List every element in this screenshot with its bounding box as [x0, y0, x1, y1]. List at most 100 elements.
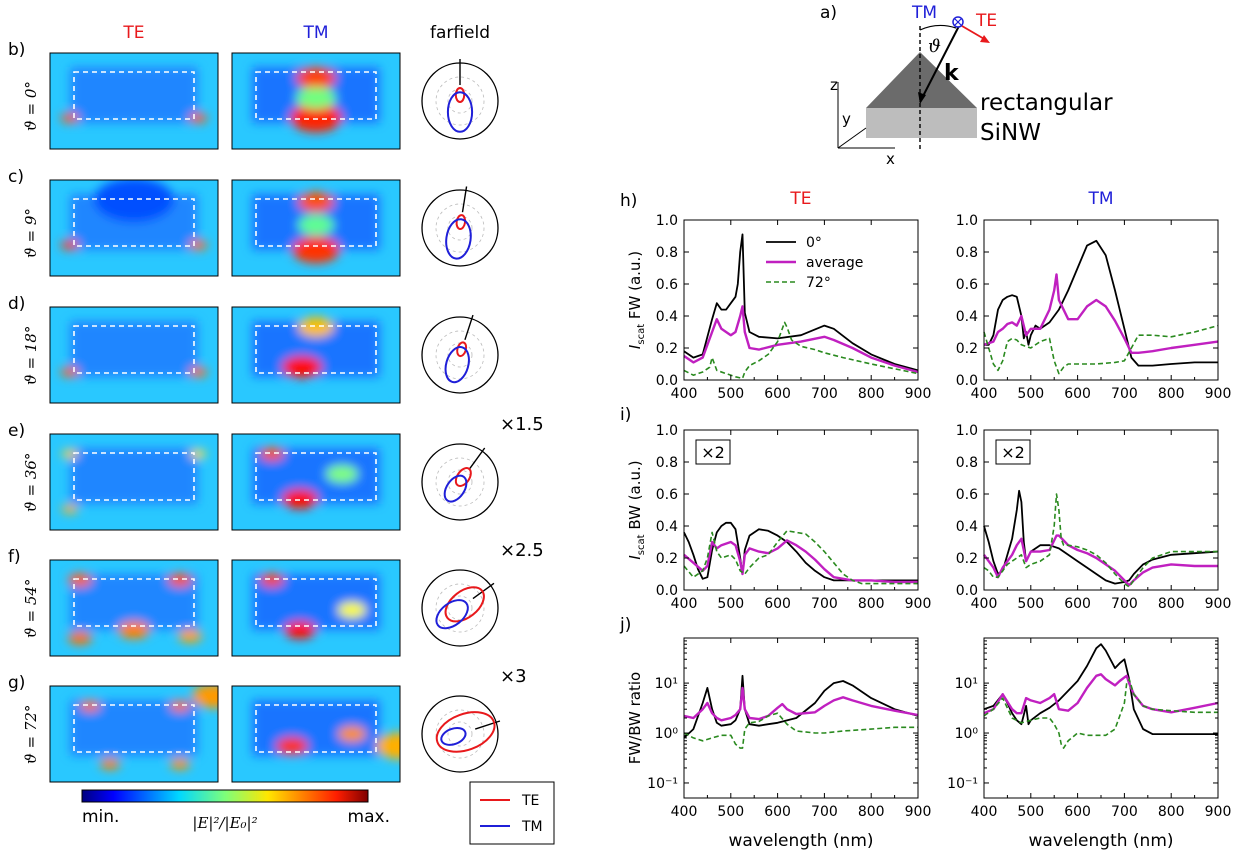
polar-frame	[421, 569, 499, 647]
nanowire-outline	[73, 704, 195, 753]
y-axis-label: Iscat BW (a.u.)	[626, 460, 647, 559]
row-angle-label: ϑ = 18°	[22, 326, 40, 385]
x-tick-label: 800	[1158, 804, 1185, 820]
x-axis-label: wavelength (nm)	[728, 831, 873, 851]
tm-lobe	[445, 218, 472, 260]
chart-title: TE	[789, 189, 811, 209]
map-hotspot	[94, 180, 174, 222]
map-hotspot	[168, 573, 192, 587]
map-fill	[252, 67, 380, 133]
map-frame	[49, 306, 219, 404]
x-tick-label: 400	[971, 804, 998, 820]
y-axis-label: Iscat FW (a.u.)	[626, 251, 647, 349]
nanowire-outline	[255, 71, 377, 120]
nanowire-outline	[73, 71, 195, 120]
plot-frame	[683, 219, 919, 381]
x-tick-label: 500	[1017, 804, 1044, 820]
y-tick-label: 0.8	[656, 455, 678, 471]
map-hotspot	[298, 192, 334, 212]
legend-tm-label: TM	[521, 819, 543, 835]
x-tick-label: 700	[1111, 596, 1138, 612]
fieldmap-row: f)ϑ = 54° ×2.5	[8, 540, 544, 657]
map-hotspot	[170, 758, 190, 770]
map-fill	[252, 192, 380, 264]
row-angle-label: ϑ = 36°	[22, 453, 40, 512]
map-frame	[49, 52, 219, 150]
x-tick-label: 600	[764, 804, 791, 820]
chart-i-te: 400 500 600 700 800 900 0.0 0.2 0.4 0.6 0.8 1.0 Isca…	[626, 423, 931, 612]
map-fill	[61, 321, 207, 377]
map-frame	[231, 52, 401, 150]
farfield-scale-label: ×1.5	[500, 414, 544, 435]
x-tick-label: 600	[1064, 804, 1091, 820]
series-line-average	[683, 539, 918, 584]
x-tick-label: 600	[764, 596, 791, 612]
y-tick-label: 0.2	[656, 341, 678, 357]
te-field-map	[49, 559, 219, 657]
row-letter: f)	[8, 547, 21, 567]
map-hotspot	[68, 573, 92, 587]
map-hotspot	[100, 758, 120, 770]
map-fill	[61, 67, 207, 123]
series-line-72deg	[683, 530, 918, 585]
polar-frame	[421, 443, 499, 521]
map-hotspot	[298, 317, 334, 337]
scale-annotation: ×2	[701, 443, 725, 462]
map-frame	[231, 685, 401, 783]
series-line-72deg	[983, 678, 1218, 749]
axis-y-label: y	[842, 110, 851, 128]
map-frame	[231, 306, 401, 404]
theta-label: ϑ	[928, 36, 941, 57]
polar-frame	[421, 695, 499, 773]
panel-letter-j: j)	[619, 615, 631, 635]
map-core	[70, 67, 198, 123]
x-tick-label: 400	[671, 804, 698, 820]
series-line-average	[983, 273, 1219, 354]
map-hotspot	[80, 700, 100, 712]
y-tick-label: 10⁻¹	[947, 776, 978, 792]
map-fill	[252, 700, 400, 760]
map-fill	[252, 317, 380, 378]
nanowire-outline	[73, 198, 195, 247]
polar-grid	[435, 583, 485, 633]
x-tick-label: 400	[671, 596, 698, 612]
row-letter: g)	[8, 673, 25, 693]
map-hotspot	[376, 732, 400, 760]
x-tick-label: 900	[905, 596, 932, 612]
map-hotspot	[296, 87, 336, 109]
x-tick-label: 900	[905, 386, 932, 402]
polar-grid	[447, 721, 473, 747]
farfield-legend: TE TM	[469, 781, 555, 845]
x-tick-label: 500	[717, 386, 744, 402]
y-tick-label: 1.0	[956, 423, 978, 439]
x-tick-label: 500	[1017, 596, 1044, 612]
x-tick-label: 800	[858, 596, 885, 612]
y-tick-label: 0.8	[656, 245, 678, 261]
y-tick-label: 1.0	[656, 213, 678, 229]
series-line-72deg	[983, 493, 1218, 588]
map-hotspot	[61, 367, 79, 377]
te-lobe	[435, 711, 496, 753]
series-line-0deg	[683, 233, 919, 372]
series-line-0deg	[984, 239, 1218, 367]
incidence-arrow	[472, 582, 495, 600]
map-hotspot	[326, 465, 358, 483]
row-angle-label: ϑ = 54°	[22, 579, 40, 638]
y-axis-label: FW/BW ratio	[626, 672, 644, 764]
y-tick-label: 0.8	[956, 245, 978, 261]
nanowire-outline	[255, 452, 377, 501]
map-hotspot	[260, 573, 284, 587]
fieldmap-row: g) ϑ = 72° ×3	[8, 666, 527, 783]
y-tick-label: 0.0	[956, 583, 978, 599]
x-axis-label: wavelength (nm)	[1028, 831, 1173, 851]
x-tick-label: 900	[1205, 386, 1232, 402]
row-letter: c)	[8, 167, 24, 187]
schematic-label-line2: SiNW	[980, 120, 1041, 146]
incidence-arrow	[464, 314, 474, 340]
legend-label: 72°	[806, 275, 831, 291]
map-frame	[49, 559, 219, 657]
y-tick-label: 10⁰	[655, 726, 679, 742]
x-tick-label: 400	[671, 386, 698, 402]
y-tick-label: 10⁰	[955, 726, 979, 742]
